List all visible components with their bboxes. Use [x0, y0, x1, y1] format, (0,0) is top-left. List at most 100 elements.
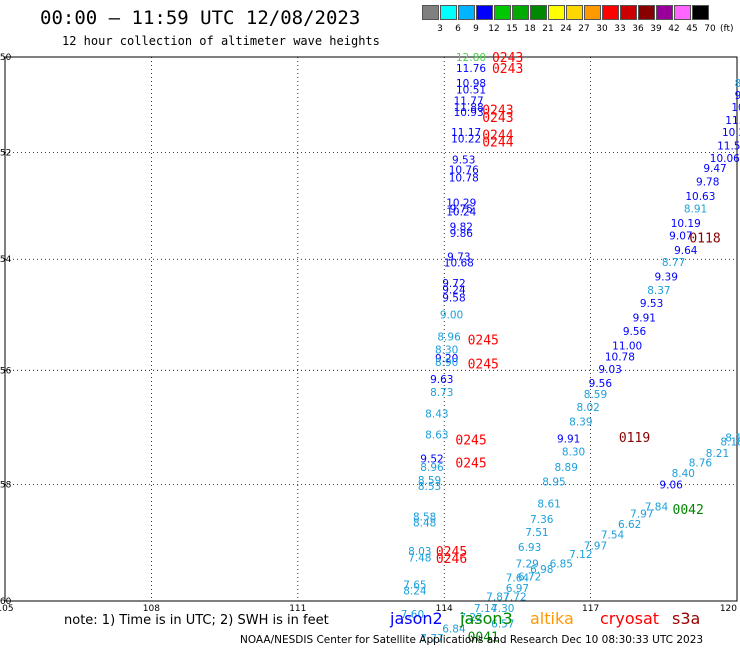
legend-swatch [602, 5, 619, 20]
wave-height-label: 9.53 [452, 154, 475, 166]
wave-height-label: 8.53 [418, 481, 441, 493]
wave-height-label: 8.40 [672, 468, 695, 480]
wave-height-label: 7.97 [584, 540, 607, 552]
wave-height-label: 6.98 [530, 564, 553, 576]
pass-time-label: 0243 [492, 62, 523, 77]
wave-height-label: 6.57 [491, 618, 514, 630]
wave-height-label: 8 [735, 78, 740, 90]
wave-height-label: 8.95 [542, 477, 565, 489]
wave-height-label: 10.98 [456, 78, 486, 90]
wave-height-label: 8.24 [403, 585, 427, 597]
legend-label: 3 [437, 24, 443, 34]
page-subtitle: 12 hour collection of altimeter wave hei… [62, 34, 380, 48]
legend-swatch [566, 5, 583, 20]
legend-swatch [494, 5, 511, 20]
legend-unit: (ft) [720, 24, 734, 34]
lat-tick-label: -56 [0, 366, 12, 376]
lat-tick-label: -60 [0, 597, 12, 607]
wave-height-label: 9.86 [450, 228, 474, 240]
wave-height-label: 11.76 [456, 63, 486, 75]
wave-height-label: 6.85 [550, 558, 573, 570]
wave-height-label: 11.77 [454, 95, 484, 107]
footer-note: note: 1) Time is in UTC; 2) SWH is in fe… [64, 613, 329, 628]
pass-time-label: 0118 [689, 231, 720, 246]
wave-height-label: 8.48 [413, 518, 436, 530]
wave-height-label: 9.73 [447, 251, 470, 263]
wave-height-label: 8.96 [437, 332, 461, 344]
wave-height-label: 11.17 [451, 127, 481, 139]
wave-height-label: 6.97 [506, 583, 529, 595]
legend-swatch [476, 5, 493, 20]
wave-height-label: 9.72 [442, 278, 465, 290]
pass-time-label: 0245 [455, 434, 486, 449]
legend-swatch [584, 5, 601, 20]
pass-time-label: 0243 [482, 104, 513, 119]
wave-height-label: 10.51 [456, 85, 486, 97]
wave-height-label: 10.29 [722, 127, 740, 139]
wave-height-label: 6.84 [442, 624, 466, 636]
wave-height-label: 8.02 [576, 402, 599, 414]
wave-height-label: 10.19 [671, 218, 701, 230]
wave-height-label: 11.88 [454, 102, 484, 114]
wave-height-label: 7.12 [569, 549, 592, 561]
pass-time-label: 0244 [482, 129, 513, 144]
legend-label: 36 [632, 24, 644, 34]
wave-height-label: 7.30 [491, 603, 514, 615]
wave-height-label: 9.56 [589, 378, 613, 390]
wave-height-label: 8.43 [425, 408, 448, 420]
lat-tick-label: -52 [0, 149, 11, 159]
page-title: 00:00 – 11:59 UTC 12/08/2023 [40, 7, 361, 29]
pass-time-label: 0245 [455, 457, 486, 472]
wave-height-label: 10 [731, 102, 740, 114]
legend-label: 18 [524, 24, 536, 34]
wave-height-label: 9.91 [633, 313, 656, 325]
wave-height-label: 8.61 [537, 499, 560, 511]
legend-swatch [530, 5, 547, 20]
wave-height-label: 9.52 [420, 454, 443, 466]
wave-height-label: 10.22 [451, 133, 481, 145]
wave-height-label: 9.78 [696, 176, 719, 188]
wave-height-label: 9.47 [703, 163, 726, 175]
lon-tick-label: 105 [0, 604, 14, 614]
wave-height-label: 10.76 [449, 164, 479, 176]
wave-height-label: 9.53 [640, 298, 663, 310]
wave-height-label: 9.63 [430, 374, 453, 386]
wave-height-label: 8.59 [418, 475, 441, 487]
wave-height-label: 7.36 [530, 514, 554, 526]
legend-swatch [674, 5, 691, 20]
pass-time-label: 0119 [619, 431, 650, 446]
wave-height-label: 9.64 [674, 245, 698, 257]
wave-height-label: 9.03 [598, 364, 621, 376]
lat-tick-label: -54 [0, 255, 12, 265]
wave-height-label: 6.93 [518, 542, 541, 554]
wave-height-label: 7.48 [408, 553, 431, 565]
lat-tick-label: -58 [0, 480, 12, 490]
wave-height-label: 7.72 [503, 591, 526, 603]
wave-height-label: 9.56 [623, 326, 647, 338]
legend-swatch [638, 5, 655, 20]
legend-label: 70 [704, 24, 716, 34]
wave-height-label: 8.91 [684, 203, 707, 215]
pass-time-label: 0245 [468, 333, 499, 348]
wave-height-label: 8.30 [562, 447, 585, 459]
legend-label: 42 [668, 24, 680, 34]
wave-height-label: 8.96 [420, 462, 444, 474]
wave-height-label: 9.82 [450, 222, 473, 234]
wave-height-label: 7.65 [403, 580, 426, 592]
wave-height-label: 8.58 [413, 511, 436, 523]
legend-swatch [422, 5, 439, 20]
wave-height-label: 8.13 [725, 432, 740, 444]
legend-swatch [440, 5, 457, 20]
wave-height-label: 8.73 [430, 387, 453, 399]
lon-tick-label: 117 [582, 604, 599, 614]
wave-height-label: 9.24 [442, 284, 466, 296]
legend-label: 27 [578, 24, 590, 34]
wave-height-label: 10.63 [685, 191, 715, 203]
wave-height-label: 10.29 [446, 198, 476, 210]
legend-label: 15 [506, 24, 518, 34]
wave-height-label: 10.93 [454, 107, 484, 119]
wave-height-label: 8.39 [569, 416, 592, 428]
legend-label: 12 [488, 24, 500, 34]
wave-height-label: 9 [735, 90, 740, 102]
